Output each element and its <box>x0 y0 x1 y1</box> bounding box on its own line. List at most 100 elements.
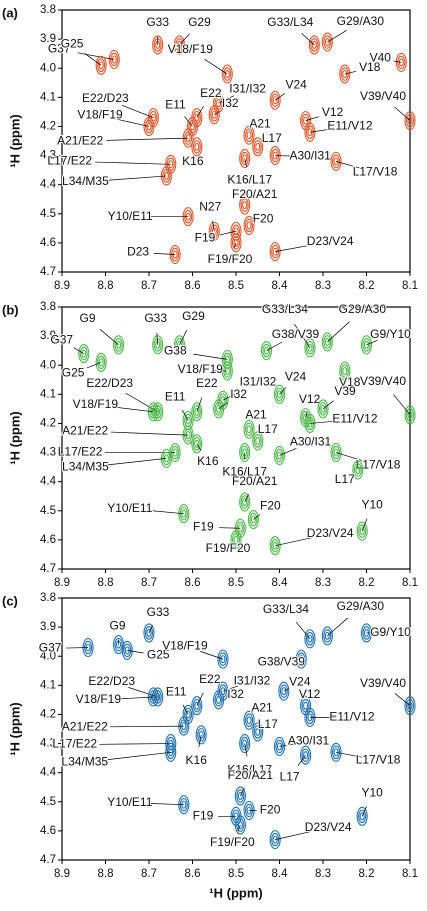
leader-line <box>244 158 248 168</box>
contour-line <box>275 387 284 402</box>
leader-line <box>153 253 176 255</box>
peak <box>321 332 333 352</box>
peak <box>404 111 416 131</box>
contour-line <box>247 509 259 530</box>
contour-line <box>175 338 184 352</box>
contour-line <box>301 748 310 762</box>
contour-line <box>239 443 251 463</box>
x-tick-label: 8.9 <box>54 868 70 880</box>
contour-line <box>321 332 333 352</box>
contour-line <box>253 434 262 448</box>
peak-label: I31/I32 <box>240 374 277 388</box>
peak <box>330 443 342 463</box>
peak-label: I32 <box>227 687 244 701</box>
contour-line <box>243 710 255 730</box>
peak <box>404 405 416 425</box>
contour-line <box>198 730 204 739</box>
contour-line <box>211 227 217 236</box>
peak <box>239 148 251 169</box>
peak-label: G37 <box>39 641 62 655</box>
contour-line <box>246 716 252 725</box>
leader-line <box>196 443 202 451</box>
contour-line <box>360 335 373 355</box>
contour-line <box>243 125 255 145</box>
y-axis-title: ¹H (ppm) <box>7 702 22 755</box>
leader-line <box>394 693 411 706</box>
leader-line <box>106 137 189 141</box>
peak-label: L34/M35 <box>62 174 109 188</box>
leader-line <box>84 53 102 66</box>
peak-label: V18/F19 <box>73 397 119 411</box>
peak-label: K16/L17 <box>227 173 272 187</box>
peak-label: G33 <box>146 15 169 29</box>
peak-label: A21/E22 <box>62 423 108 437</box>
peak <box>191 402 203 422</box>
leader-line <box>335 452 363 461</box>
contour-line <box>331 154 341 169</box>
peak <box>269 830 281 850</box>
contour-line <box>297 652 306 666</box>
leader-line <box>196 692 204 706</box>
peak-label: V39/V40 <box>360 89 406 103</box>
leader-line <box>297 754 306 766</box>
contour-line <box>123 643 132 658</box>
y-tick-label: 4.5 <box>40 796 56 808</box>
contour-line <box>318 402 328 416</box>
contour-line <box>250 515 256 524</box>
contour-line <box>405 698 415 713</box>
peak <box>195 725 207 745</box>
contour-line <box>303 701 309 710</box>
peak-label: G29/A30 <box>339 302 387 316</box>
x-tick-label: 8.1 <box>402 280 418 292</box>
contour-line <box>324 631 330 640</box>
contour-line <box>221 64 233 84</box>
leader-line <box>327 617 348 637</box>
peak <box>339 361 351 381</box>
leader-line <box>222 389 244 401</box>
contour-line <box>272 96 278 105</box>
peak-label: G37 <box>50 333 73 347</box>
peak-label: G25 <box>61 36 84 50</box>
x-tick-label: 8.7 <box>141 868 157 880</box>
peak <box>308 35 320 55</box>
contour-line <box>262 343 271 358</box>
contour-line <box>114 637 123 652</box>
peak <box>404 696 416 716</box>
contour-line <box>242 739 248 748</box>
contour-line <box>252 722 264 742</box>
peak <box>269 536 281 556</box>
contour-line <box>330 443 342 463</box>
leader-line <box>283 688 289 692</box>
contour-line <box>236 818 245 832</box>
peak <box>300 745 312 765</box>
peak-label: A21/E22 <box>62 719 108 733</box>
contour-line <box>110 52 119 67</box>
peak <box>191 137 203 157</box>
contour-line <box>273 736 286 757</box>
leader-line <box>219 527 241 529</box>
contour-line <box>240 495 249 509</box>
peak <box>143 623 155 643</box>
leader-line <box>361 805 367 817</box>
peak <box>113 335 125 355</box>
leader-line <box>327 30 347 43</box>
contour-line <box>208 105 220 125</box>
leader-line <box>240 787 245 797</box>
contour-line <box>152 335 164 355</box>
contour-line <box>214 693 223 707</box>
contour-line <box>243 419 255 439</box>
leader-line <box>301 32 315 46</box>
leader-line <box>294 323 311 348</box>
leader-line <box>244 494 249 503</box>
contour-line <box>218 652 227 666</box>
contour-line <box>323 335 332 349</box>
y-tick-label: 4.2 <box>40 120 56 132</box>
x-tick-label: 8.4 <box>272 280 289 292</box>
peak <box>252 722 264 742</box>
peak-label: V24 <box>285 77 307 91</box>
panel-label: (b) <box>2 302 19 317</box>
contour-line <box>176 40 182 49</box>
leader-line <box>73 347 84 354</box>
peak-label: K16 <box>182 154 204 168</box>
leader-line <box>266 341 283 351</box>
